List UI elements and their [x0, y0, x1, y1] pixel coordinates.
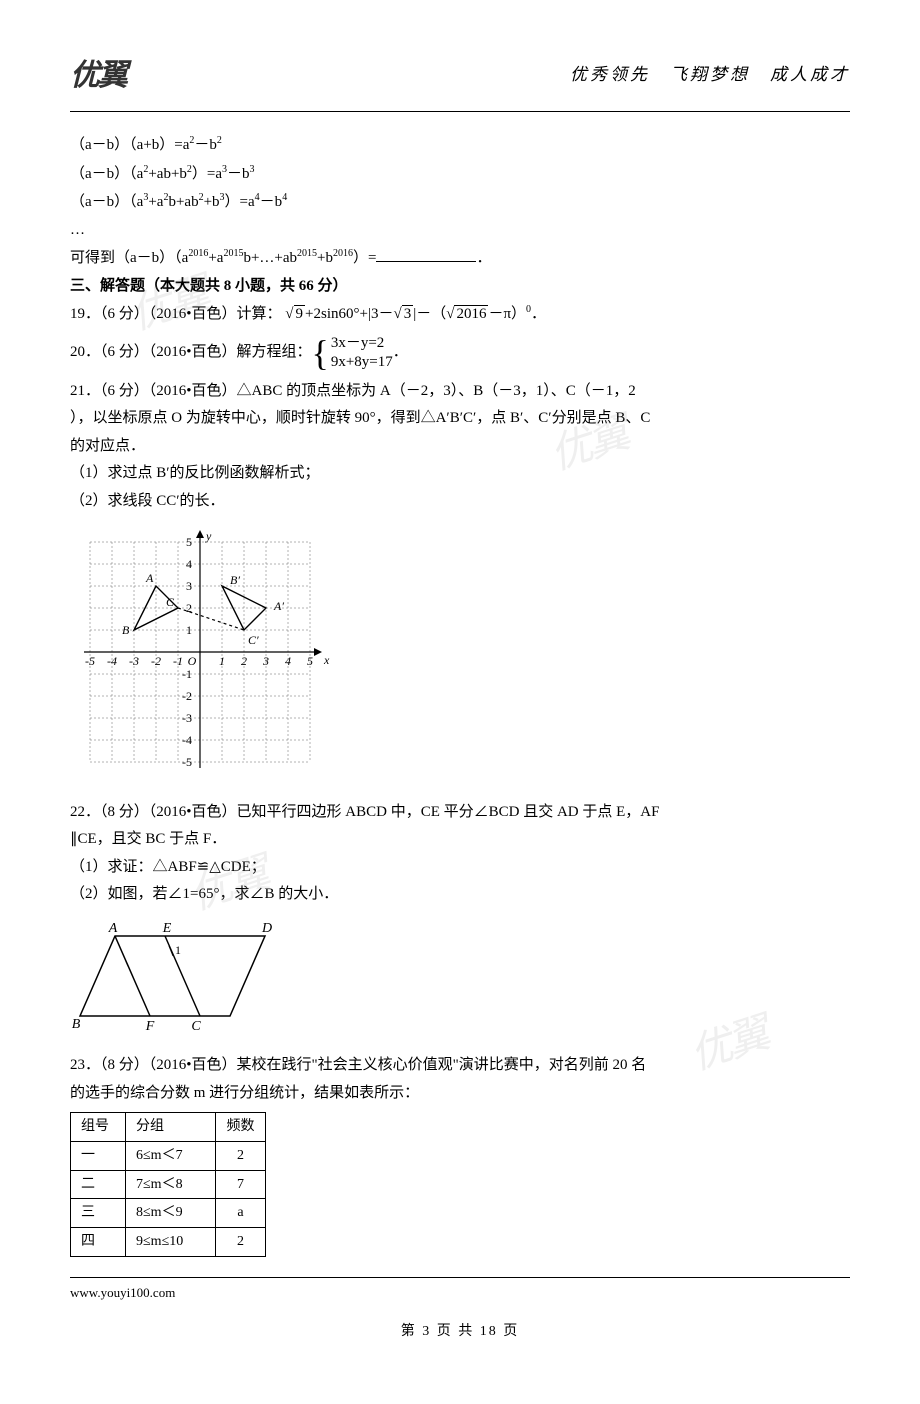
sqrt-icon: 3: [393, 302, 413, 328]
svg-text:-5: -5: [85, 654, 95, 668]
question-21-sub: （1）求过点 B′的反比例函数解析式；: [70, 461, 850, 487]
svg-text:C: C: [166, 595, 175, 609]
intro-line: （a－b）（a2+ab+b2）=a3－b3: [70, 161, 850, 188]
svg-text:C: C: [191, 1019, 201, 1034]
svg-text:-3: -3: [182, 711, 192, 725]
table-row: 三 8≤m＜9 a: [71, 1199, 266, 1228]
svg-text:-3: -3: [129, 654, 139, 668]
svg-text:-1: -1: [182, 667, 192, 681]
table-row: 二 7≤m＜8 7: [71, 1170, 266, 1199]
table-row: 一 6≤m＜7 2: [71, 1141, 266, 1170]
svg-text:5: 5: [307, 654, 313, 668]
brand-slogan: 优秀领先 飞翔梦想 成人成才: [570, 61, 850, 90]
question-19: 19．（6 分）（2016•百色）计算： 9+2sin60°+|3－3|－（20…: [70, 301, 850, 328]
svg-text:1: 1: [186, 623, 192, 637]
svg-text:1: 1: [175, 943, 181, 957]
question-22-sub: （2）如图，若∠1=65°，求∠B 的大小．: [70, 882, 850, 908]
section-3-title: 三、解答题（本大题共 8 小题，共 66 分）: [70, 274, 850, 300]
intro-line: （a－b）（a3+a2b+ab2+b3）=a4－b4: [70, 189, 850, 216]
parallelogram-figure: A E D B F C 1: [70, 916, 850, 1046]
svg-text:-1: -1: [173, 654, 183, 668]
question-21-sub: （2）求线段 CC′的长．: [70, 489, 850, 515]
svg-text:-4: -4: [182, 733, 192, 747]
content-area: （a－b）（a+b）=a2－b2 （a－b）（a2+ab+b2）=a3－b3 （…: [70, 132, 850, 1344]
question-23-line: 23．（8 分）（2016•百色）某校在践行"社会主义核心价值观"演讲比赛中，对…: [70, 1053, 850, 1079]
svg-text:A: A: [108, 921, 118, 936]
svg-text:x: x: [323, 653, 330, 667]
header-divider: [70, 111, 850, 112]
footer-url: www.youyi100.com: [70, 1285, 175, 1300]
question-21-line: 21．（6 分）（2016•百色）△ABC 的顶点坐标为 A（－2，3）、B（－…: [70, 379, 850, 405]
svg-text:y: y: [205, 529, 212, 543]
footer-divider: www.youyi100.com: [70, 1277, 850, 1304]
left-brace-icon: {: [312, 335, 329, 371]
frequency-table: 组号 分组 频数 一 6≤m＜7 2 二 7≤m＜8 7 三 8≤m＜9 a 四: [70, 1112, 266, 1257]
svg-text:O: O: [188, 654, 197, 668]
table-row: 四 9≤m≤10 2: [71, 1228, 266, 1257]
question-20: 20．（6 分）（2016•百色）解方程组： { 3x－y=2 9x+8y=17…: [70, 334, 850, 373]
sqrt-icon: 2016: [446, 302, 488, 328]
question-22-sub: （1）求证：△ABF≌△CDE；: [70, 855, 850, 881]
intro-line: …: [70, 218, 850, 244]
page-header: 优翼 优秀领先 飞翔梦想 成人成才: [70, 50, 850, 105]
svg-text:D: D: [261, 921, 272, 936]
svg-text:C′: C′: [248, 633, 259, 647]
svg-text:3: 3: [186, 579, 192, 593]
coordinate-grid-chart: -5-4-3-2-1O12345-5-4-3-2-112345xyABCA′B′…: [70, 522, 850, 792]
svg-text:B: B: [72, 1017, 81, 1032]
question-21-line: 的对应点．: [70, 434, 850, 460]
table-row: 组号 分组 频数: [71, 1113, 266, 1142]
svg-text:-2: -2: [182, 689, 192, 703]
svg-text:F: F: [145, 1019, 155, 1034]
svg-text:4: 4: [285, 654, 291, 668]
question-22-line: ∥CE，且交 BC 于点 F．: [70, 827, 850, 853]
svg-text:4: 4: [186, 557, 192, 571]
svg-text:B′: B′: [230, 573, 240, 587]
svg-text:5: 5: [186, 535, 192, 549]
svg-text:-5: -5: [182, 755, 192, 769]
intro-conclusion: 可得到（a－b）（a2016+a2015b+…+ab2015+b2016）=．: [70, 245, 850, 272]
svg-text:-2: -2: [151, 654, 161, 668]
equation-system: { 3x－y=2 9x+8y=17: [312, 334, 393, 373]
svg-text:A′: A′: [273, 599, 284, 613]
svg-text:B: B: [122, 623, 130, 637]
question-23-line: 的选手的综合分数 m 进行分组统计，结果如表所示：: [70, 1081, 850, 1107]
svg-text:-4: -4: [107, 654, 117, 668]
fill-blank: [376, 246, 476, 262]
sqrt-icon: 9: [285, 302, 305, 328]
intro-line: （a－b）（a+b）=a2－b2: [70, 132, 850, 159]
question-22-line: 22．（8 分）（2016•百色）已知平行四边形 ABCD 中，CE 平分∠BC…: [70, 800, 850, 826]
question-21-line: ），以坐标原点 O 为旋转中心，顺时针旋转 90°，得到△A′B′C′，点 B′…: [70, 406, 850, 432]
svg-text:3: 3: [262, 654, 269, 668]
svg-text:1: 1: [219, 654, 225, 668]
svg-text:E: E: [162, 921, 172, 936]
brand-logo: 优翼: [70, 50, 126, 101]
page-number: 第 3 页 共 18 页: [70, 1320, 850, 1344]
svg-text:A: A: [145, 571, 154, 585]
svg-text:2: 2: [241, 654, 247, 668]
